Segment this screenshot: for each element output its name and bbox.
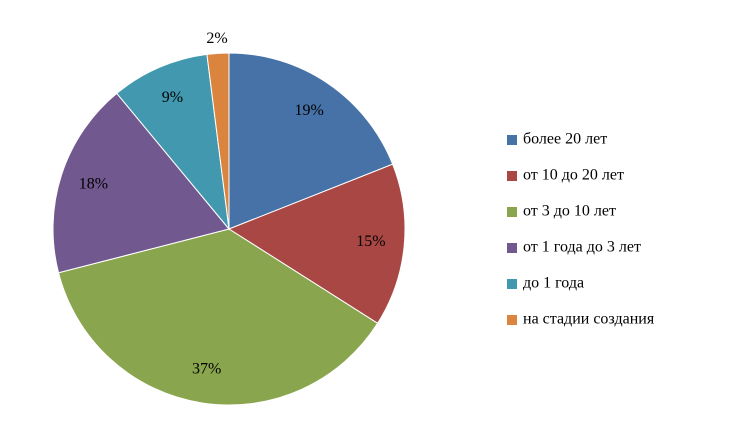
data-label: 37% <box>192 360 221 377</box>
legend-label: от 10 до 20 лет <box>523 167 624 184</box>
legend-label: от 1 года до 3 лет <box>523 239 641 256</box>
legend-swatch <box>507 207 517 217</box>
legend-label: на стадии создания <box>523 311 655 328</box>
pie-slice <box>57 228 379 406</box>
pie-slice <box>206 52 230 230</box>
data-label: 19% <box>294 102 323 119</box>
pie-slice <box>228 52 394 230</box>
data-label: 15% <box>356 233 385 250</box>
legend-swatch <box>507 279 517 289</box>
legend-label: от 3 до 10 лет <box>523 203 616 220</box>
legend-swatch <box>507 315 517 325</box>
data-label: 2% <box>206 30 227 47</box>
legend-swatch <box>507 243 517 253</box>
legend-swatch <box>507 135 517 145</box>
legend-label: до 1 года <box>523 275 584 292</box>
data-label: 18% <box>79 176 108 193</box>
pie-slice <box>116 53 230 231</box>
legend-swatch <box>507 171 517 181</box>
legend-label: более 20 лет <box>523 131 607 148</box>
data-label: 9% <box>162 89 183 106</box>
pie-slice <box>52 92 230 274</box>
pie-slice <box>227 163 406 324</box>
